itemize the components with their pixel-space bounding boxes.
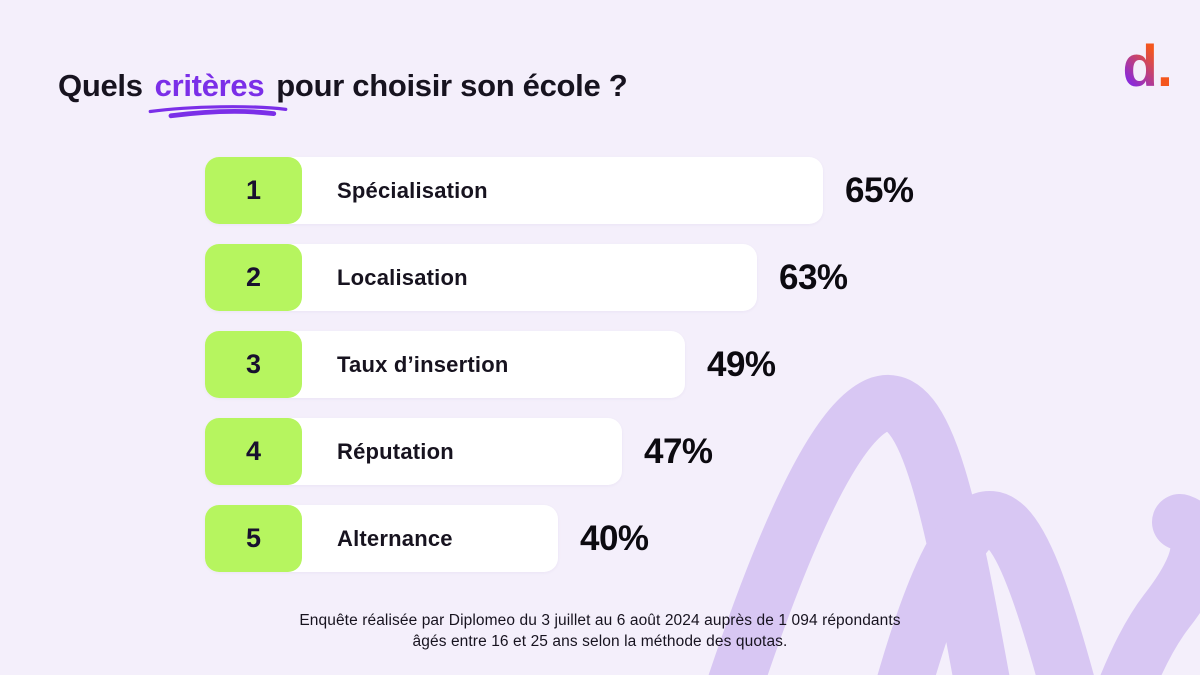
title-highlight-text: critères	[154, 68, 265, 103]
value-label: 63%	[779, 257, 848, 297]
logo-dot: .	[1156, 34, 1173, 99]
criteria-row: 2 Localisation 63%	[205, 244, 914, 311]
criteria-bar: 4 Réputation	[205, 418, 622, 485]
criteria-label: Alternance	[337, 525, 453, 551]
title-pre: Quels	[58, 68, 143, 103]
criteria-list: 1 Spécialisation 65% 2 Localisation 63% 3 Taux …	[205, 157, 914, 592]
criteria-label: Réputation	[337, 438, 454, 464]
criteria-bar: 1 Spécialisation	[205, 157, 823, 224]
criteria-label: Taux d’insertion	[337, 351, 509, 377]
rank-badge: 5	[205, 505, 302, 572]
title-post: pour choisir son école ?	[276, 68, 628, 103]
rank-badge: 3	[205, 331, 302, 398]
logo-letter: d	[1122, 34, 1157, 99]
page-title: Quels critères pour choisir son école ?	[58, 68, 628, 118]
title-highlight: critères	[148, 68, 288, 118]
value-label: 47%	[644, 431, 713, 471]
value-label: 40%	[580, 518, 649, 558]
value-label: 49%	[707, 344, 776, 384]
criteria-row: 3 Taux d’insertion 49%	[205, 331, 914, 398]
criteria-row: 1 Spécialisation 65%	[205, 157, 914, 224]
rank-badge: 4	[205, 418, 302, 485]
rank-badge: 1	[205, 157, 302, 224]
criteria-bar: 2 Localisation	[205, 244, 757, 311]
survey-note: Enquête réalisée par Diplomeo du 3 juill…	[0, 610, 1200, 652]
diplomeo-logo: d.	[1122, 38, 1173, 96]
underline-scribble-icon	[148, 104, 288, 118]
survey-note-line1: Enquête réalisée par Diplomeo du 3 juill…	[299, 612, 901, 629]
criteria-label: Localisation	[337, 264, 468, 290]
criteria-label: Spécialisation	[337, 177, 488, 203]
criteria-bar: 5 Alternance	[205, 505, 558, 572]
rank-badge: 2	[205, 244, 302, 311]
criteria-bar: 3 Taux d’insertion	[205, 331, 685, 398]
survey-note-line2: âgés entre 16 et 25 ans selon la méthode…	[412, 633, 788, 650]
value-label: 65%	[845, 170, 914, 210]
criteria-row: 5 Alternance 40%	[205, 505, 914, 572]
criteria-row: 4 Réputation 47%	[205, 418, 914, 485]
